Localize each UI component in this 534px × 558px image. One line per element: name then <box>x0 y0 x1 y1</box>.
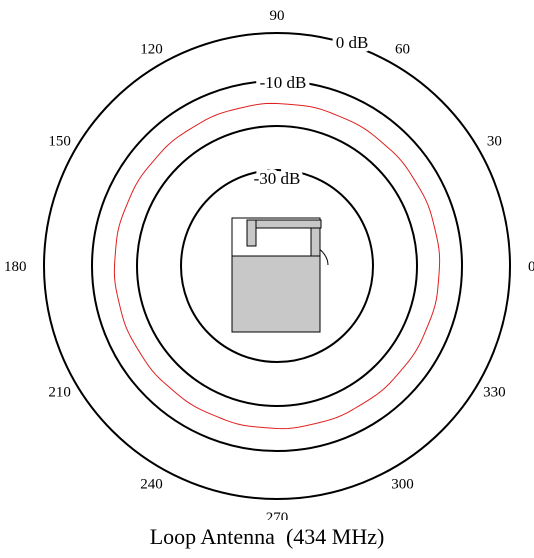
angle-tick-120: 120 <box>140 42 163 58</box>
ring-label-0db: 0 dB <box>336 33 369 52</box>
angle-tick-0: 0 <box>528 259 534 275</box>
ring-label-minus-10db: -10 dB <box>260 73 307 92</box>
pattern-line-0 <box>113 102 441 430</box>
angle-tick-60: 60 <box>395 42 410 58</box>
ring-minus-30db <box>180 169 374 363</box>
angle-tick-270: 270 <box>266 510 289 520</box>
rings-group <box>43 32 511 500</box>
ring-label-minus-30db: -30 dB <box>254 169 301 188</box>
angle-tick-300: 300 <box>391 476 414 492</box>
ring-0db <box>43 32 511 500</box>
polar-chart: 0 dB -10 dB -30 dB 0 30 60 90 120 150 180 210 240 2… <box>4 8 534 520</box>
chart-title: Loop Antenna (434 MHz) <box>149 524 385 549</box>
ring-minus-20db <box>136 125 418 407</box>
angle-tick-240: 240 <box>140 476 163 492</box>
pattern-group <box>113 102 441 430</box>
device-icon <box>231 217 329 333</box>
angle-tick-180: 180 <box>4 259 27 275</box>
angle-tick-30: 30 <box>487 134 502 150</box>
angle-tick-210: 210 <box>48 385 71 401</box>
angle-tick-150: 150 <box>48 134 71 150</box>
angle-tick-330: 330 <box>483 385 506 401</box>
angle-tick-90: 90 <box>270 8 285 24</box>
ring-labels-group: 0 dB -10 dB -30 dB <box>250 29 373 192</box>
angle-ticks-group: 0 30 60 90 120 150 180 210 240 270 300 330 <box>4 8 534 520</box>
ring-minus-10db <box>91 80 463 452</box>
